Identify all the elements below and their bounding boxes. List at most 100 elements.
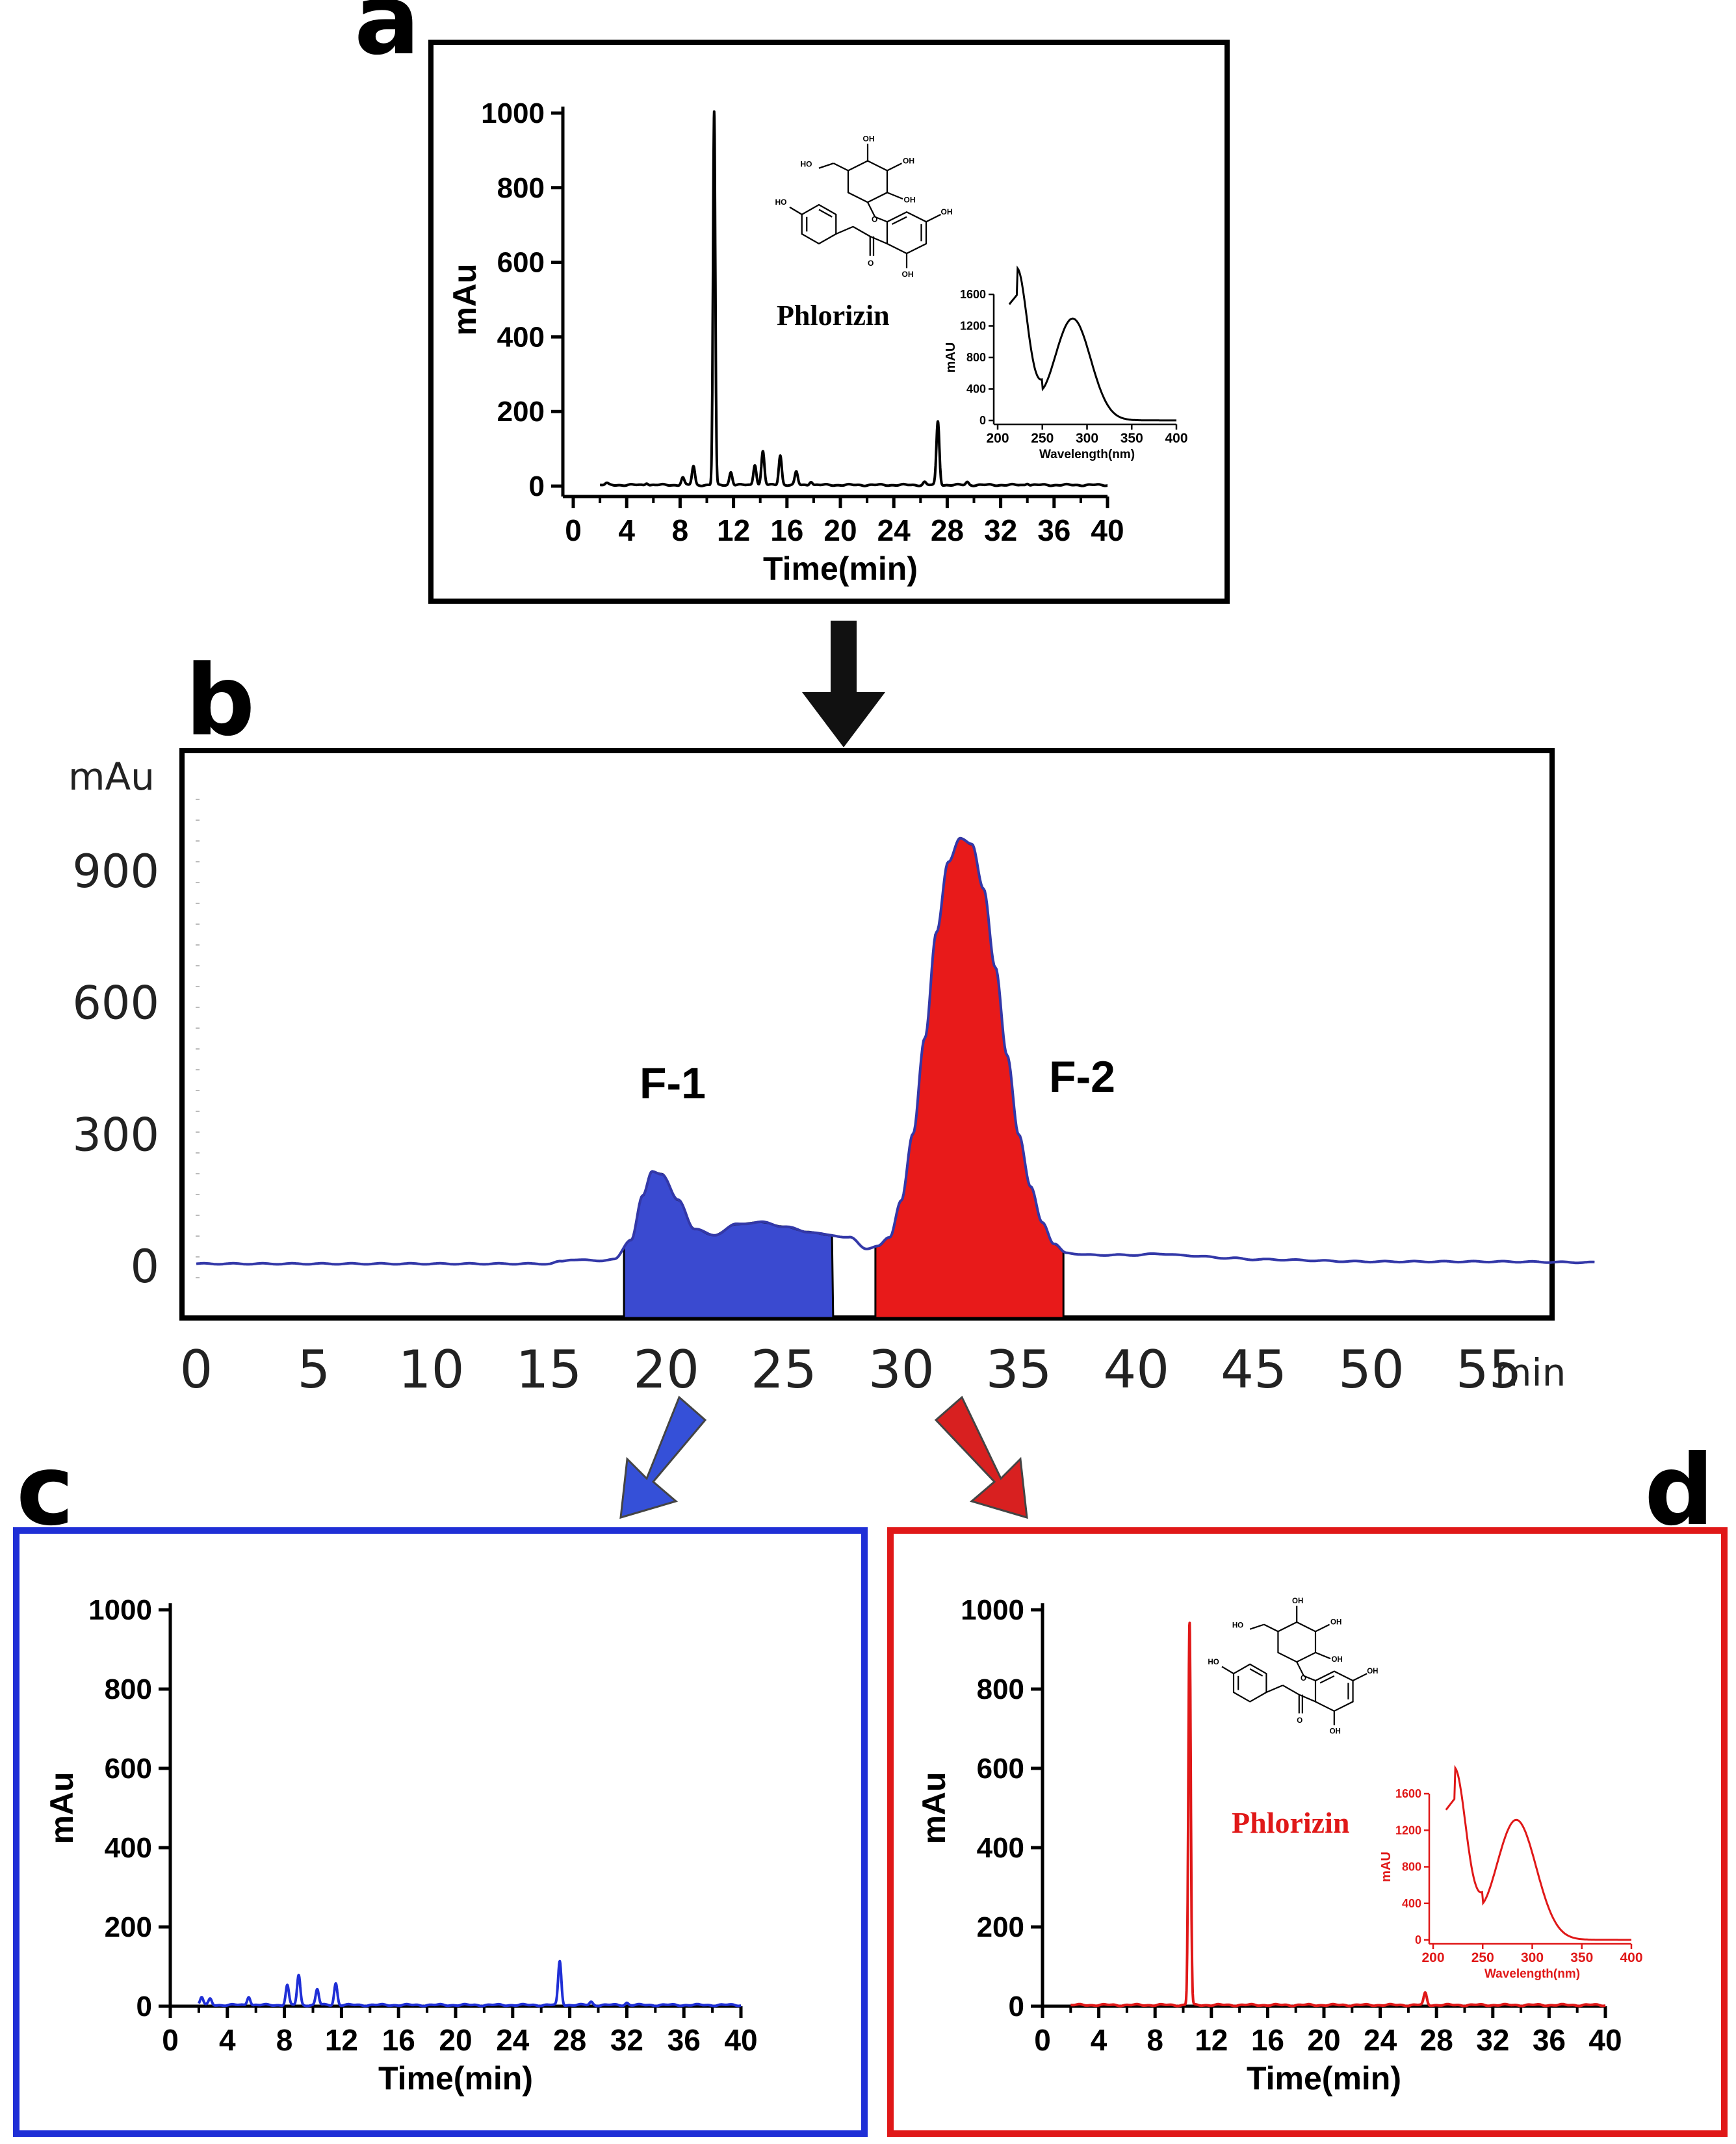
y-axis-title: mAu — [447, 263, 483, 335]
inset-y-tick-label: 1200 — [960, 320, 986, 333]
sugar-ring — [847, 160, 888, 203]
inset-y-title: mAU — [944, 342, 958, 373]
bond — [1282, 1685, 1300, 1696]
bond — [887, 162, 903, 172]
inset-y-tick-label: 800 — [966, 351, 986, 364]
x-tick-label: 8 — [1147, 2023, 1163, 2057]
inset-x-tick-label: 200 — [1421, 1950, 1444, 1965]
inset-y-tick-label: 0 — [979, 414, 986, 427]
oh-label: OH — [902, 270, 914, 279]
down-arrow-icon — [802, 621, 885, 747]
oh-label: OH — [1292, 1597, 1303, 1605]
inset-x-tick-label: 200 — [986, 431, 1009, 446]
x-tick-label: 8 — [276, 2023, 293, 2057]
y-tick-label: 800 — [497, 172, 545, 204]
x-tick-label: 8 — [672, 513, 689, 547]
x-tick-label: 12 — [1195, 2023, 1228, 2057]
x-tick-label: 24 — [496, 2023, 530, 2057]
inset-x-tick-label: 300 — [1521, 1950, 1544, 1965]
y-tick-label: 1000 — [961, 1594, 1024, 1626]
y-tick-label: 600 — [72, 977, 159, 1030]
profile-point-47 — [1605, 1262, 1607, 1263]
x-tick-label: 20 — [439, 2023, 472, 2057]
sugar-ring — [1277, 1621, 1317, 1663]
aromatic-ring-a — [886, 211, 927, 255]
double-bond — [1319, 1675, 1335, 1684]
x-tick-label: 16 — [1251, 2023, 1284, 2057]
phlorizin-structure: OH OH OH HO O OH OH HO O — [775, 135, 953, 279]
x-axis-title: Time(min) — [378, 2060, 533, 2097]
bond — [1263, 1623, 1278, 1633]
x-tick-label: 0 — [1034, 2023, 1051, 2057]
fraction-label-f2: F-2 — [1049, 1052, 1115, 1102]
y-axis-title: mAu — [44, 1772, 80, 1844]
y-tick-label: 200 — [105, 1911, 152, 1943]
y-tick-label: 400 — [977, 1832, 1024, 1864]
oh-label: OH — [1330, 1727, 1341, 1735]
bond — [887, 192, 903, 200]
bond — [818, 162, 834, 169]
x-tick-label: 36 — [1533, 2023, 1566, 2057]
compound-label: Phlorizin — [1232, 1806, 1349, 1839]
ho-label: HO — [801, 160, 812, 169]
inset-x-tick-label: 250 — [1031, 431, 1054, 446]
bond — [1221, 1666, 1234, 1675]
ho-label: HO — [775, 198, 787, 207]
bond — [1315, 1623, 1330, 1633]
inset-x-tick-label: 350 — [1570, 1950, 1593, 1965]
diagonal-arrow-blue-icon — [619, 1395, 707, 1519]
chromatogram-trace — [196, 836, 1595, 1266]
x-tick-label: 32 — [610, 2023, 643, 2057]
compound-label: Phlorizin — [777, 300, 890, 331]
x-tick-label: 24 — [877, 513, 911, 547]
x-tick-label: 5 — [297, 1339, 330, 1400]
oh-label: OH — [1367, 1668, 1378, 1675]
x-tick-label: 12 — [717, 513, 750, 547]
x-tick-label: 24 — [1364, 2023, 1397, 2057]
diagonal-arrow-red-icon — [934, 1395, 1028, 1519]
x-tick-label: 45 — [1221, 1339, 1287, 1400]
o-label: O — [868, 259, 874, 268]
y-tick-label: 0 — [136, 1991, 152, 2022]
x-tick-label: 30 — [868, 1339, 935, 1400]
panel-a-frame — [428, 40, 1230, 604]
inset-y-tick-label: 1600 — [960, 288, 986, 301]
x-tick-label: 4 — [618, 513, 635, 547]
y-tick-label: 800 — [105, 1673, 152, 1705]
x-tick-label: 40 — [1588, 2023, 1622, 2057]
bond — [1299, 1694, 1316, 1703]
inset-x-tick-label: 400 — [1620, 1950, 1642, 1965]
y-tick-label: 600 — [105, 1753, 152, 1785]
x-tick-label: 25 — [751, 1339, 817, 1400]
panel-c-frame — [13, 1527, 868, 2137]
panel-d-frame — [887, 1527, 1728, 2137]
chart-c: 0 200 400 600 800 1000 0 4 8 12 16 20 24 28 32 36 40 Time… — [44, 1594, 758, 2097]
inset-x-tick-label: 400 — [1165, 431, 1187, 446]
fraction-area-f-1 — [623, 1170, 835, 1319]
fraction-area-f-2 — [874, 836, 1065, 1319]
y-tick-label: 900 — [72, 845, 159, 898]
bond — [870, 235, 888, 245]
x-tick-label: 36 — [667, 2023, 701, 2057]
y-tick-label: 400 — [105, 1832, 152, 1864]
x-tick-label: 35 — [986, 1339, 1052, 1400]
x-tick-label: 36 — [1037, 513, 1070, 547]
oh-label: OH — [1331, 1656, 1342, 1664]
x-tick-label: 16 — [770, 513, 803, 547]
bond — [1249, 1623, 1265, 1630]
oh-label: OH — [863, 135, 875, 144]
fraction-label-f1: F-1 — [640, 1059, 706, 1108]
uv-spectrum-curve — [1445, 1764, 1631, 1941]
double-bond — [891, 216, 907, 226]
y-tick-label: 0 — [529, 471, 545, 502]
uv-spectrum-inset-a: 0 400 800 1200 1600 200 250 300 350 400 Wavelength… — [944, 265, 1188, 461]
double-bond — [1249, 1668, 1263, 1677]
oh-label: OH — [1330, 1619, 1341, 1627]
bond — [1265, 1685, 1284, 1693]
y-tick-label: 1000 — [481, 97, 545, 129]
x-tick-label: 4 — [219, 2023, 236, 2057]
